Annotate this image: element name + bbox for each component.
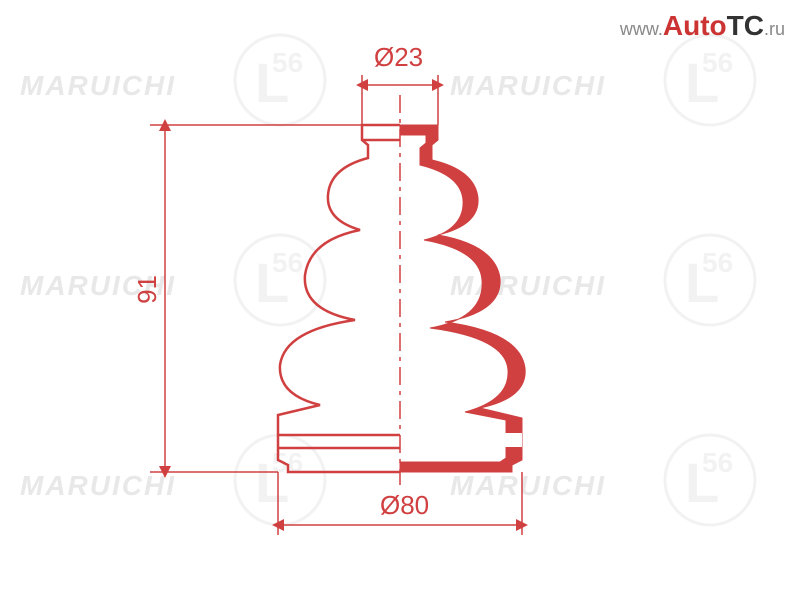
url-main1: Auto	[663, 10, 727, 41]
url-watermark: www.AutoTC.ru	[620, 10, 785, 42]
label-bottom-diameter: Ø80	[380, 490, 429, 521]
cv-boot-diagram	[120, 40, 680, 560]
technical-drawing: Ø23 Ø80 91	[120, 40, 680, 560]
label-height: 91	[132, 275, 163, 304]
label-top-diameter: Ø23	[374, 42, 423, 73]
svg-text:56: 56	[702, 247, 733, 278]
boot-left-outline	[278, 125, 400, 472]
boot-right-section	[400, 125, 525, 472]
url-main2: TC	[727, 10, 764, 41]
url-suffix: .ru	[764, 19, 785, 39]
svg-text:56: 56	[702, 447, 733, 478]
dimension-height	[150, 125, 362, 472]
url-prefix: www.	[620, 19, 663, 39]
svg-text:56: 56	[702, 47, 733, 78]
